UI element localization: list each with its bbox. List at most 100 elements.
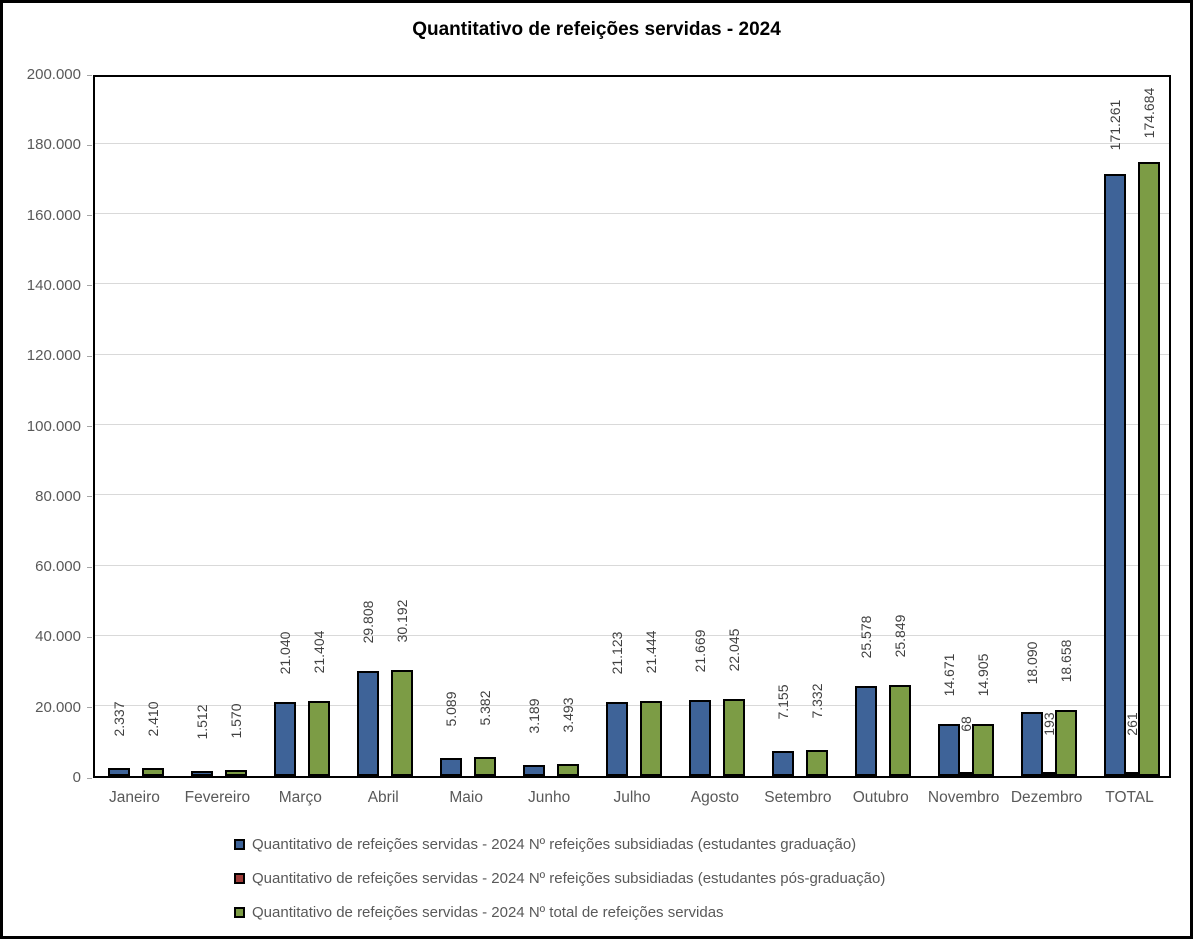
- y-axis-tick-label: 160.000: [26, 206, 81, 224]
- bar-data-label: 7.332: [808, 683, 825, 719]
- gridline: [95, 424, 1169, 425]
- gridline: [95, 283, 1169, 285]
- legend-swatch-icon: [234, 872, 245, 884]
- bar-data-label: 3.189: [526, 698, 543, 734]
- legend-item-series2: Quantitativo de refeições servidas - 202…: [234, 869, 885, 887]
- bar-data-label: 3.493: [560, 697, 577, 733]
- gridline: [95, 142, 1169, 144]
- x-axis-category-label: Fevereiro: [184, 789, 251, 806]
- chart-title: Quantitativo de refeições servidas - 202…: [412, 19, 781, 40]
- x-axis-category-label: Agosto: [690, 789, 740, 806]
- bar-data-label: 174.684: [1140, 87, 1157, 139]
- bar-data-label: 25.849: [891, 614, 908, 658]
- bar-data-label: 29.808: [360, 600, 377, 644]
- x-axis-category-label: Maio: [449, 789, 483, 806]
- bar-data-label: 21.444: [643, 630, 659, 674]
- legend: Quantitativo de refeições servidas - 202…: [234, 835, 885, 936]
- bar-series1-setembro: [771, 750, 794, 776]
- bar-series1-dezembro: [1020, 712, 1043, 776]
- bar-data-label: 18.658: [1057, 640, 1074, 683]
- bar-data-label: 21.669: [691, 629, 708, 673]
- bar-series3-janeiro: [142, 767, 165, 776]
- bar-series3-novembro: [971, 723, 994, 776]
- bar-series1-janeiro: [108, 767, 131, 776]
- legend-item-series1: Quantitativo de refeições servidas - 202…: [234, 835, 885, 853]
- bar-data-label: 7.155: [774, 684, 791, 720]
- gridline: [95, 494, 1169, 496]
- bar-series2-total: [1125, 772, 1138, 776]
- y-axis-tick-mark: [87, 355, 92, 357]
- gridline: [95, 634, 1169, 636]
- bar-series1-abril: [357, 671, 380, 776]
- x-axis-category-label: Setembro: [764, 789, 832, 806]
- legend-swatch-icon: [234, 906, 245, 918]
- bar-series3-fevereiro: [225, 770, 248, 776]
- bar-series3-agosto: [722, 698, 745, 776]
- y-axis-tick-mark: [87, 636, 92, 638]
- gridline: [95, 213, 1169, 215]
- x-axis-category-label: TOTAL: [1105, 789, 1154, 806]
- y-axis-tick-mark: [87, 707, 92, 709]
- x-axis-category-label: Novembro: [927, 789, 1000, 806]
- gridline: [95, 564, 1169, 566]
- y-axis-tick-mark: [87, 496, 92, 498]
- bar-series3-julho: [640, 700, 662, 776]
- bar-data-label: 2.337: [111, 701, 128, 737]
- x-axis-category-label: Outubro: [852, 789, 909, 806]
- y-axis-tick-mark: [87, 144, 92, 146]
- x-axis-category-label: Março: [278, 789, 322, 806]
- bar-series1-fevereiro: [191, 770, 214, 776]
- y-axis-tick-label: 120.000: [26, 347, 81, 365]
- gridline: [95, 353, 1169, 355]
- gridline: [95, 705, 1169, 707]
- bar-data-label: 18.090: [1023, 642, 1040, 685]
- bar-data-label: 21.040: [277, 631, 294, 675]
- bar-data-label: 30.192: [394, 599, 411, 643]
- bar-data-label: 5.382: [477, 690, 494, 726]
- bar-series3-outubro: [888, 685, 911, 776]
- bar-data-label: 21.404: [311, 630, 328, 674]
- bar-series3-junho: [557, 763, 580, 776]
- bar-series3-total: [1137, 162, 1160, 776]
- bar-data-label: 21.123: [609, 631, 625, 675]
- bar-data-label: 5.089: [443, 691, 460, 727]
- y-axis-tick-label: 20.000: [35, 698, 81, 716]
- y-axis-tick-mark: [87, 74, 92, 76]
- bar-series1-maio: [440, 758, 463, 776]
- bar-series1-total: [1103, 174, 1126, 776]
- bar-data-label: 2.410: [145, 701, 162, 737]
- bar-series1-julho: [606, 701, 628, 776]
- bar-data-label: 1.570: [228, 703, 245, 740]
- y-axis-tick-mark: [87, 285, 92, 287]
- bar-series3-dezembro: [1054, 710, 1077, 776]
- bar-data-label: 14.905: [974, 653, 991, 697]
- legend-item-series3: Quantitativo de refeições servidas - 202…: [234, 903, 885, 921]
- bar-series3-maio: [474, 757, 497, 776]
- bar-series1-outubro: [854, 686, 877, 776]
- y-axis-tick-label: 100.000: [26, 417, 81, 435]
- y-axis-tick-label: 0: [72, 769, 81, 786]
- bar-data-label: 171.261: [1106, 99, 1123, 151]
- x-axis-category-label: Julho: [613, 789, 651, 806]
- bar-series3-março: [308, 700, 331, 776]
- bar-series2-novembro: [959, 772, 972, 776]
- bar-data-label: 1.512: [194, 704, 211, 740]
- bar-series1-agosto: [688, 699, 711, 776]
- y-axis-tick-mark: [87, 566, 92, 568]
- x-axis-category-label: Junho: [527, 789, 571, 806]
- y-axis-tick-mark: [87, 426, 92, 427]
- y-axis-tick-mark: [87, 215, 92, 217]
- y-axis-tick-label: 60.000: [35, 558, 81, 576]
- y-axis-tick-label: 180.000: [26, 136, 81, 154]
- y-axis-tick-label: 40.000: [35, 628, 81, 646]
- bar-series1-novembro: [937, 724, 960, 776]
- legend-label: Quantitativo de refeições servidas - 202…: [252, 903, 724, 921]
- y-axis-tick-label: 80.000: [35, 487, 81, 505]
- bar-series2-dezembro: [1042, 772, 1055, 776]
- y-axis-tick-label: 140.000: [26, 276, 81, 294]
- y-axis-tick-label: 200.000: [26, 66, 81, 83]
- x-axis-category-label: Abril: [367, 789, 399, 806]
- bar-data-label: 22.045: [725, 628, 742, 671]
- bar-data-label: 25.578: [857, 615, 874, 659]
